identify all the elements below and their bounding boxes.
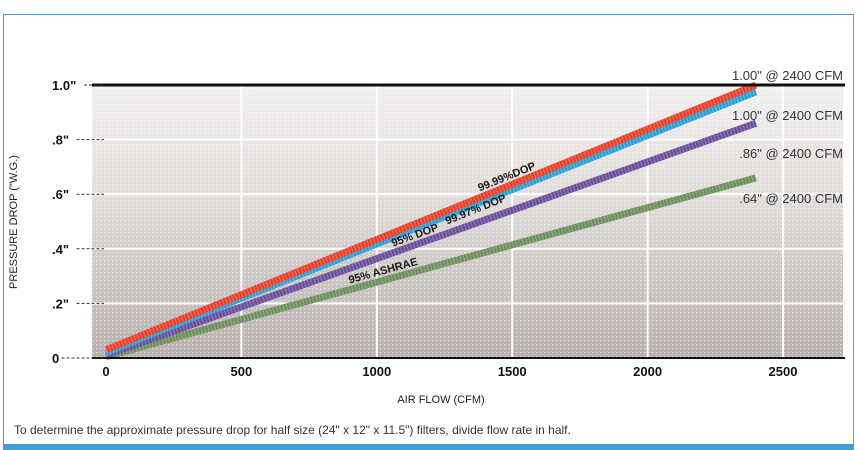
x-tick-label: 1500 — [498, 364, 527, 379]
y-tick-label: .4" — [52, 242, 69, 257]
end-label: 1.00" @ 2400 CFM — [732, 108, 843, 123]
x-tick-labels: 0 500 1000 1500 2000 2500 — [102, 364, 797, 379]
y-axis-label: PRESSURE DROP ("W.G.) — [8, 155, 20, 289]
axes — [92, 83, 845, 359]
frame-bottom-bar — [3, 444, 854, 450]
footnote: To determine the approximate pressure dr… — [14, 423, 571, 437]
y-tick-label: .2" — [52, 296, 69, 311]
series-line-texture — [104, 81, 758, 354]
series-line-texture — [104, 119, 758, 359]
y-tick-label: .6" — [52, 187, 69, 202]
x-tick-label: 500 — [231, 364, 253, 379]
end-label: .86" @ 2400 CFM — [739, 146, 843, 161]
series-line — [104, 119, 758, 359]
series-line — [104, 81, 758, 354]
end-labels: 1.00" @ 2400 CFM 1.00" @ 2400 CFM .86" @ 2… — [732, 68, 843, 206]
y-tick-label: .8" — [52, 133, 69, 148]
series-line-texture — [105, 174, 757, 361]
end-label: .64" @ 2400 CFM — [739, 191, 843, 206]
end-label: 1.00" @ 2400 CFM — [732, 68, 843, 83]
x-tick-label: 2000 — [633, 364, 662, 379]
series-lines — [104, 81, 758, 361]
y-tick-label: 0 — [52, 351, 59, 366]
x-axis-label: AIR FLOW (CFM) — [397, 394, 484, 406]
x-tick-label: 1000 — [362, 364, 391, 379]
series-line — [105, 174, 757, 361]
x-tick-label: 0 — [102, 364, 109, 379]
y-tick-labels: 0 .2" .4" .6" .8" 1.0" — [52, 78, 104, 366]
y-tick-label: 1.0" — [52, 78, 76, 93]
x-tick-label: 2500 — [769, 364, 798, 379]
